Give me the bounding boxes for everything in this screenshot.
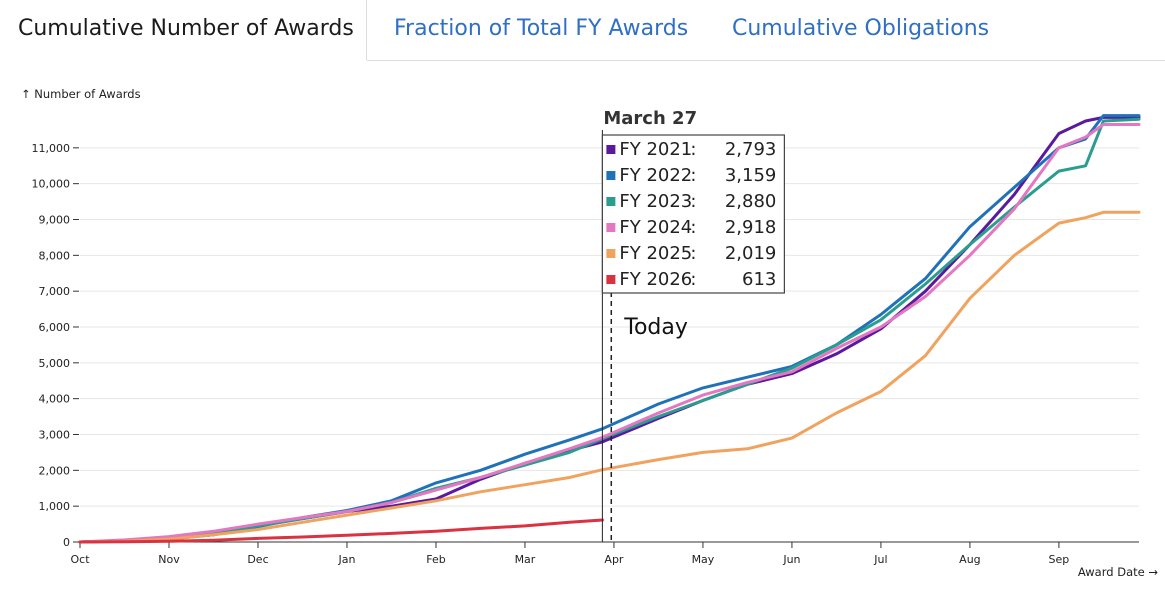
y-tick-label: 10,000 bbox=[32, 178, 71, 191]
x-tick-label: Oct bbox=[70, 553, 90, 566]
tooltip-swatch bbox=[606, 223, 616, 232]
x-tick-label: Sep bbox=[1049, 553, 1070, 566]
tooltip-separator: : bbox=[690, 269, 696, 290]
y-tick-label: 2,000 bbox=[39, 464, 71, 477]
cursor-date-label: March 27 bbox=[603, 108, 697, 129]
tooltip-separator: : bbox=[690, 217, 696, 238]
y-tick-label: 1,000 bbox=[39, 500, 71, 513]
tooltip-series-name: FY 2021 bbox=[619, 139, 692, 160]
tooltip-value: 3,159 bbox=[725, 165, 777, 186]
y-tick-label: 9,000 bbox=[39, 214, 71, 227]
tooltip-value: 2,793 bbox=[725, 139, 777, 160]
tooltip-swatch bbox=[606, 249, 616, 258]
tab-divider bbox=[367, 60, 1165, 61]
cumulative-awards-chart: 0 1,000 2,000 3,000 4,000 5,000 6,000 7,000 8,00… bbox=[21, 87, 1158, 579]
tab-bar: Cumulative Number of Awards Fraction of … bbox=[0, 0, 1165, 61]
today-label: Today bbox=[623, 315, 688, 340]
x-tick-label: Jul bbox=[873, 553, 887, 566]
x-axis-title: Award Date → bbox=[1078, 565, 1158, 579]
x-tick-label: Feb bbox=[426, 553, 445, 566]
y-tick-label: 6,000 bbox=[39, 321, 71, 334]
tooltip-series-name: FY 2026 bbox=[619, 269, 692, 290]
y-tick-label: 5,000 bbox=[39, 357, 71, 370]
tooltip-value: 613 bbox=[742, 269, 776, 290]
y-tick-label: 11,000 bbox=[32, 142, 71, 155]
tab-cumulative-number-of-awards[interactable]: Cumulative Number of Awards bbox=[0, 0, 367, 60]
x-tick-label: Aug bbox=[959, 553, 980, 566]
tooltip-series-name: FY 2023 bbox=[619, 191, 692, 212]
y-tick-label: 0 bbox=[63, 536, 70, 549]
tooltip-swatch bbox=[606, 275, 616, 284]
y-axis: 0 1,000 2,000 3,000 4,000 5,000 6,000 7,000 8,00… bbox=[32, 142, 79, 549]
y-tick-label: 3,000 bbox=[39, 429, 71, 442]
y-tick-label: 4,000 bbox=[39, 393, 71, 406]
series-line-fy-2023 bbox=[78, 117, 1141, 544]
tooltip-separator: : bbox=[690, 191, 696, 212]
tooltip-series-name: FY 2022 bbox=[619, 165, 692, 186]
x-tick-label: Nov bbox=[158, 553, 180, 566]
series-lines bbox=[78, 114, 1141, 544]
tooltip-value: 2,880 bbox=[725, 191, 777, 212]
x-tick-label: May bbox=[692, 553, 715, 566]
tooltip-swatch bbox=[606, 197, 616, 206]
tooltip-value: 2,019 bbox=[725, 243, 777, 264]
y-tick-label: 7,000 bbox=[39, 285, 71, 298]
tab-fraction-of-total-fy-awards[interactable]: Fraction of Total FY Awards bbox=[394, 16, 689, 41]
y-tick-label: 8,000 bbox=[39, 249, 71, 262]
series-line-fy-2025 bbox=[78, 210, 1141, 544]
tooltip-swatch bbox=[606, 145, 616, 154]
tooltip-value: 2,918 bbox=[725, 217, 777, 238]
series-line-fy-2026 bbox=[78, 518, 604, 544]
x-tick-label: Jan bbox=[337, 553, 355, 566]
x-tick-label: Jun bbox=[782, 553, 800, 566]
series-line-fy-2024 bbox=[78, 123, 1141, 544]
x-tick-label: Mar bbox=[515, 553, 536, 566]
overlay: Today March 27 FY 2021: 2,793 FY 2022: 3,159 F… bbox=[601, 108, 785, 542]
tooltip-swatch bbox=[606, 171, 616, 180]
x-axis: Oct Nov Dec Jan Feb Mar Apr May Jun Jul Aug Sep bbox=[70, 541, 1139, 566]
tooltip-series-name: FY 2025 bbox=[619, 243, 692, 264]
x-tick-label: Dec bbox=[247, 553, 268, 566]
tab-cumulative-obligations[interactable]: Cumulative Obligations bbox=[732, 16, 990, 41]
tooltip-separator: : bbox=[690, 139, 696, 160]
tooltip-series-name: FY 2024 bbox=[619, 217, 692, 238]
tooltip-box bbox=[601, 134, 785, 294]
y-axis-title: ↑ Number of Awards bbox=[21, 87, 141, 101]
tooltip-separator: : bbox=[690, 165, 696, 186]
x-tick-label: Apr bbox=[604, 553, 624, 566]
tooltip-separator: : bbox=[690, 243, 696, 264]
